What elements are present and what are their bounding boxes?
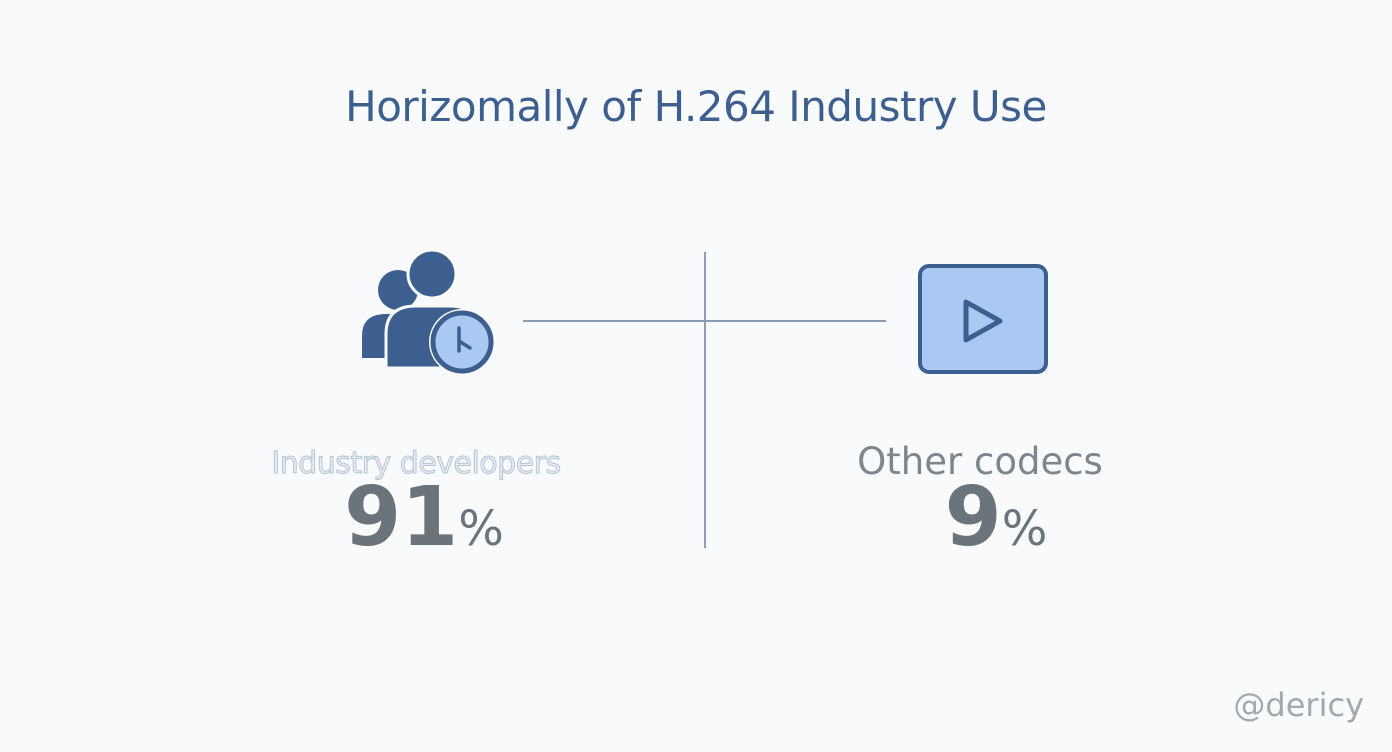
right-unit: %: [1001, 501, 1048, 557]
right-percentage: 9%: [796, 470, 1196, 565]
right-value: 9: [944, 470, 1002, 565]
left-label: Industry developers: [271, 446, 562, 482]
video-play-icon: [918, 264, 1048, 378]
users-clock-icon: [358, 248, 503, 382]
page-title: Horizomally of H.264 Industry Use: [345, 82, 1047, 131]
right-label: Other codecs: [857, 440, 1103, 483]
watermark: @dericy: [1233, 686, 1364, 724]
left-value: 91: [344, 470, 459, 565]
connector-right: [705, 320, 886, 322]
divider: [704, 252, 706, 548]
connector-left: [523, 320, 705, 322]
left-unit: %: [458, 501, 504, 557]
left-percentage: 91%: [224, 470, 624, 565]
